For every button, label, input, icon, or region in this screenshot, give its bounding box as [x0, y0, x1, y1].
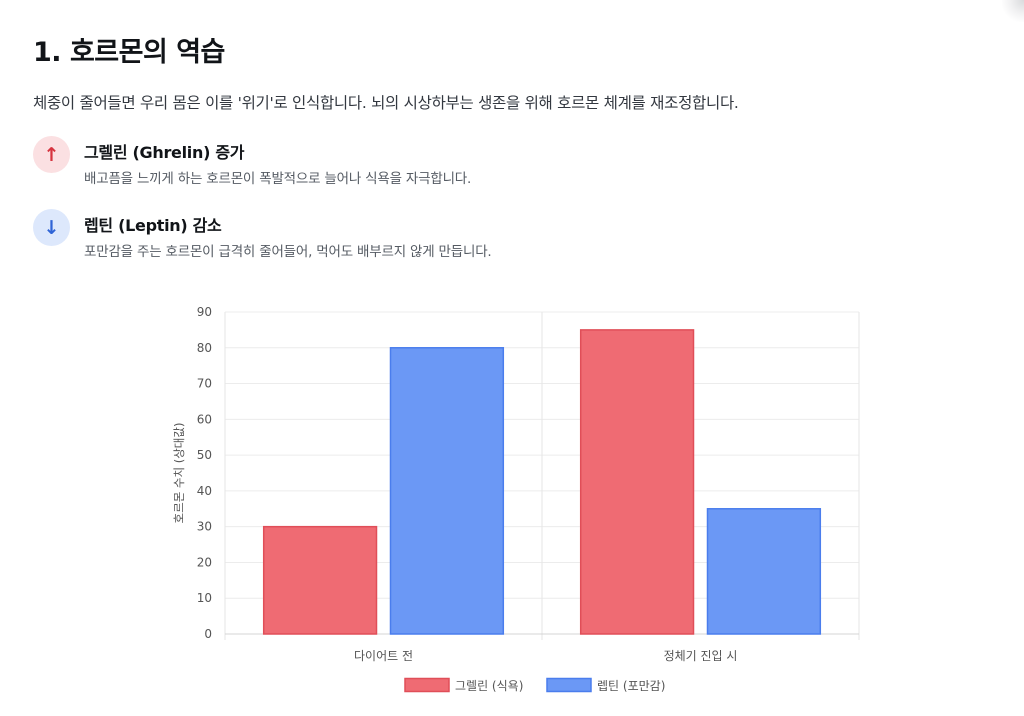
- y-tick-label: 30: [197, 520, 212, 534]
- y-tick-label: 40: [197, 484, 212, 498]
- y-tick-label: 80: [197, 341, 212, 355]
- leptin-item: ↓ 렙틴 (Leptin) 감소 포만감을 주는 호르몬이 급격히 줄어들어, …: [33, 209, 933, 261]
- y-tick-label: 10: [197, 591, 212, 605]
- y-tick-label: 70: [197, 377, 212, 391]
- bar-leptin: [389, 347, 505, 635]
- arrow-down-icon: ↓: [33, 209, 70, 246]
- ghrelin-title: 그렐린 (Ghrelin) 증가: [84, 143, 245, 162]
- legend-label: 그렐린 (식욕): [455, 679, 523, 693]
- legend-label: 렙틴 (포만감): [597, 679, 665, 693]
- bar-leptin: [706, 508, 822, 635]
- leptin-desc: 포만감을 주는 호르몬이 급격히 줄어들어, 먹어도 배부르지 않게 만듭니다.: [84, 244, 492, 260]
- x-tick-label: 다이어트 전: [354, 649, 413, 663]
- arrow-up-icon: ↑: [33, 136, 70, 173]
- ghrelin-item: ↑ 그렐린 (Ghrelin) 증가 배고픔을 느끼게 하는 호르몬이 폭발적으…: [33, 136, 933, 188]
- x-tick-label: 정체기 진입 시: [664, 649, 738, 663]
- legend-swatch: [404, 677, 450, 693]
- window-corner-shade: [1002, 0, 1024, 22]
- y-tick-label: 50: [197, 448, 212, 462]
- y-axis-title: 호르몬 수치 (상대값): [172, 423, 186, 524]
- y-tick-label: 60: [197, 412, 212, 426]
- ghrelin-desc: 배고픔을 느끼게 하는 호르몬이 폭발적으로 늘어나 식욕을 자극합니다.: [84, 171, 472, 187]
- y-tick-label: 20: [197, 555, 212, 569]
- intro-text: 체중이 줄어들면 우리 몸은 이를 '위기'로 인식합니다. 뇌의 시상하부는 …: [33, 94, 739, 112]
- section-title: 1. 호르몬의 역습: [33, 37, 225, 68]
- y-tick-label: 90: [197, 305, 212, 319]
- leptin-title: 렙틴 (Leptin) 감소: [84, 216, 222, 235]
- legend-swatch: [546, 677, 592, 693]
- y-tick-label: 0: [204, 627, 212, 641]
- bar-ghrelin: [262, 525, 378, 635]
- bar-ghrelin: [579, 329, 695, 635]
